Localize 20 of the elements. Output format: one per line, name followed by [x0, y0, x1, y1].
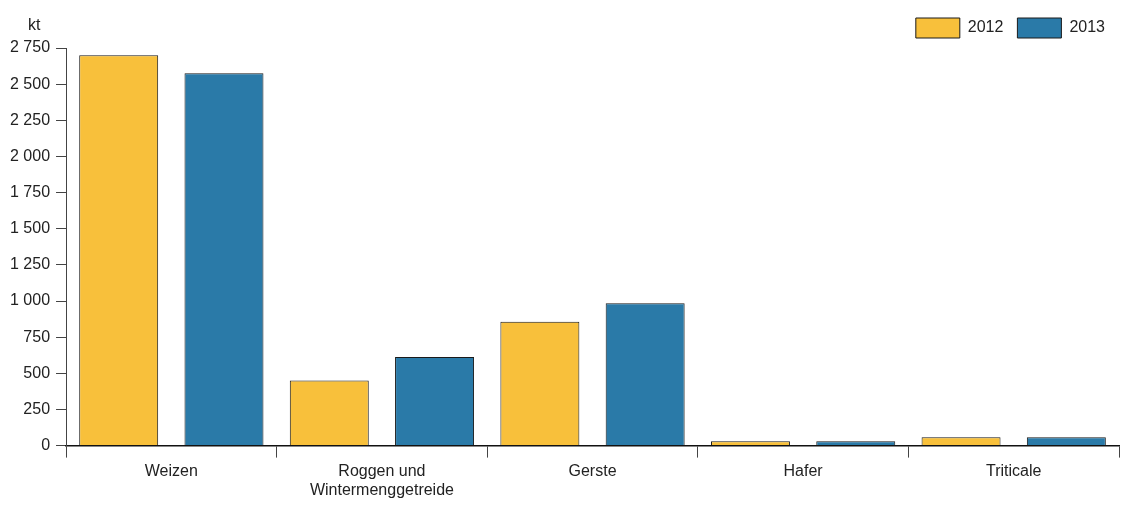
x-tick-label: Hafer: [783, 461, 824, 479]
legend-label: 2012: [967, 18, 1004, 36]
y-tick-label: 0: [41, 436, 51, 454]
x-tick-label: Triticale: [985, 461, 1042, 479]
y-tick-label: 2 500: [9, 74, 51, 92]
y-tick-label: 1 000: [9, 291, 51, 309]
y-tick-label: 750: [23, 327, 51, 345]
y-tick-label: 1 750: [9, 182, 51, 200]
y-tick-label: 1 250: [9, 255, 51, 273]
y-tick-label: 2 000: [9, 146, 51, 164]
y-tick-label: 2 750: [9, 38, 51, 56]
x-tick-label: Roggen und Wintermenggetreide: [309, 461, 455, 498]
legend-label: 2013: [1069, 18, 1106, 36]
y-tick-label: 250: [23, 399, 51, 417]
y-tick-label: 2 250: [9, 110, 51, 128]
y-tick-label: 1 500: [9, 219, 51, 237]
y-axis-title: kt: [28, 16, 41, 34]
x-tick-label: Gerste: [568, 461, 617, 479]
x-tick-label: Weizen: [144, 461, 198, 479]
y-tick-label: 500: [23, 363, 51, 381]
